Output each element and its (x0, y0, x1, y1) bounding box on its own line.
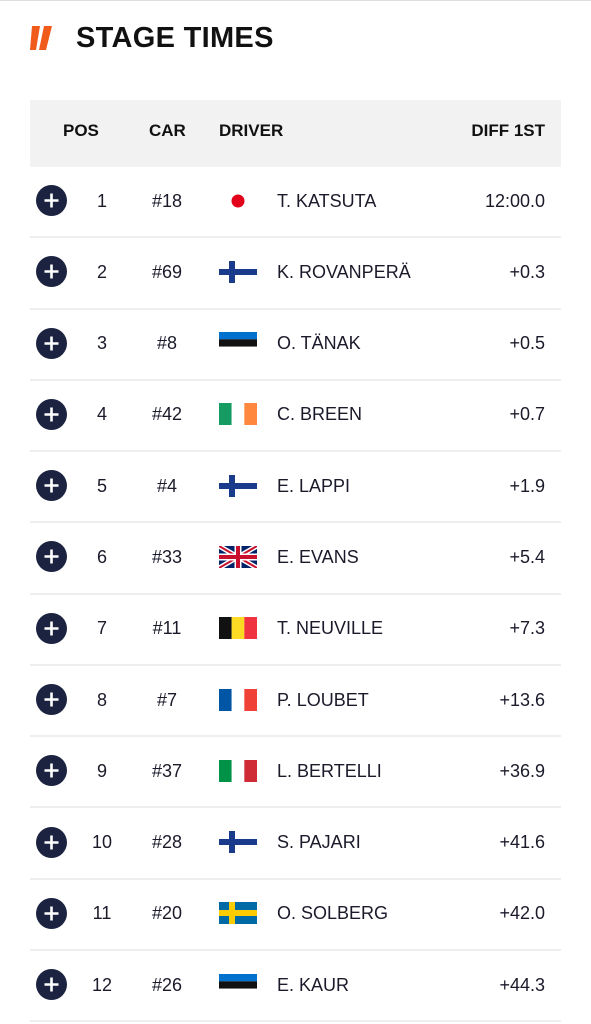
driver-name: K. ROVANPERÄ (277, 261, 411, 282)
car-number: #8 (156, 333, 178, 354)
car-number: #37 (151, 760, 183, 781)
expand-button[interactable] (36, 470, 67, 502)
flag (219, 973, 257, 996)
driver-name: P. LOUBET (277, 689, 369, 710)
flag (219, 332, 257, 355)
flag (219, 474, 257, 497)
position: 7 (96, 618, 107, 639)
row-separator (30, 806, 561, 809)
flag (219, 403, 257, 426)
driver-name: O. SOLBERG (277, 903, 389, 924)
column-header: DIFF 1ST (471, 121, 545, 140)
car-number: #4 (156, 475, 178, 496)
flag (219, 831, 257, 854)
expand-button[interactable] (36, 684, 67, 716)
row-separator (30, 236, 561, 239)
column-header: CAR (149, 121, 186, 140)
flag (219, 902, 257, 925)
row-separator (30, 1020, 561, 1023)
flag (219, 759, 257, 782)
driver-name: O. TÄNAK (277, 333, 361, 354)
position: 1 (96, 190, 107, 211)
flag (219, 688, 257, 711)
column-header: POS (63, 121, 99, 140)
car-number: #28 (151, 832, 183, 853)
diff-first: 12:00.0 (484, 190, 545, 211)
car-number: #26 (151, 974, 183, 995)
row-separator (30, 877, 561, 880)
diff-first: +1.9 (509, 475, 545, 496)
row-separator (30, 592, 561, 595)
diff-first: +0.3 (509, 261, 545, 282)
position: 6 (96, 546, 107, 567)
expand-button[interactable] (36, 755, 67, 787)
driver-name: E. EVANS (277, 546, 359, 567)
row-separator (30, 450, 561, 453)
diff-first: +42.0 (499, 903, 545, 924)
car-number: #18 (151, 190, 183, 211)
expand-button[interactable] (36, 327, 67, 359)
diff-first: +44.3 (499, 974, 545, 995)
position: 11 (92, 903, 112, 924)
flag (219, 260, 257, 283)
position: 9 (96, 760, 107, 781)
diff-first: +0.7 (509, 404, 545, 425)
flag (219, 617, 257, 640)
row-separator (30, 663, 561, 666)
page-title: STAGE TIMES (76, 22, 274, 54)
expand-button[interactable] (36, 185, 67, 217)
diff-first: +36.9 (499, 760, 545, 781)
expand-button[interactable] (36, 969, 67, 1001)
car-number: #20 (151, 903, 183, 924)
diff-first: +41.6 (499, 832, 545, 853)
car-number: #69 (151, 261, 183, 282)
driver-name: L. BERTELLI (277, 760, 382, 781)
driver-name: T. NEUVILLE (277, 618, 384, 639)
row-separator (30, 307, 561, 310)
row-separator (30, 521, 561, 524)
diff-first: +5.4 (509, 546, 545, 567)
table-header (30, 100, 561, 167)
position: 12 (91, 974, 113, 995)
driver-name: C. BREEN (277, 404, 363, 425)
expand-button[interactable] (36, 398, 67, 430)
expand-button[interactable] (36, 541, 67, 573)
diff-first: +13.6 (499, 689, 545, 710)
expand-button[interactable] (36, 612, 67, 644)
row-separator (30, 735, 561, 738)
car-number: #11 (152, 618, 182, 639)
car-number: #33 (151, 546, 183, 567)
column-header: DRIVER (219, 121, 284, 140)
expand-button[interactable] (36, 897, 67, 929)
position: 10 (91, 832, 113, 853)
diff-first: +0.5 (509, 333, 545, 354)
expand-button[interactable] (36, 826, 67, 858)
row-separator (30, 948, 561, 951)
diff-first: +7.3 (509, 618, 545, 639)
expand-button[interactable] (36, 256, 67, 288)
driver-name: E. KAUR (277, 974, 350, 995)
logo (30, 26, 52, 50)
driver-name: T. KATSUTA (277, 190, 377, 211)
position: 2 (96, 261, 107, 282)
flag (219, 189, 257, 212)
position: 8 (96, 689, 107, 710)
row-separator (30, 378, 561, 381)
car-number: #42 (151, 404, 183, 425)
position: 5 (96, 475, 107, 496)
driver-name: E. LAPPI (277, 475, 351, 496)
driver-name: S. PAJARI (277, 832, 361, 853)
top-border (0, 0, 591, 1)
position: 3 (96, 333, 107, 354)
car-number: #7 (156, 689, 178, 710)
flag (217, 543, 259, 571)
position: 4 (96, 404, 107, 425)
